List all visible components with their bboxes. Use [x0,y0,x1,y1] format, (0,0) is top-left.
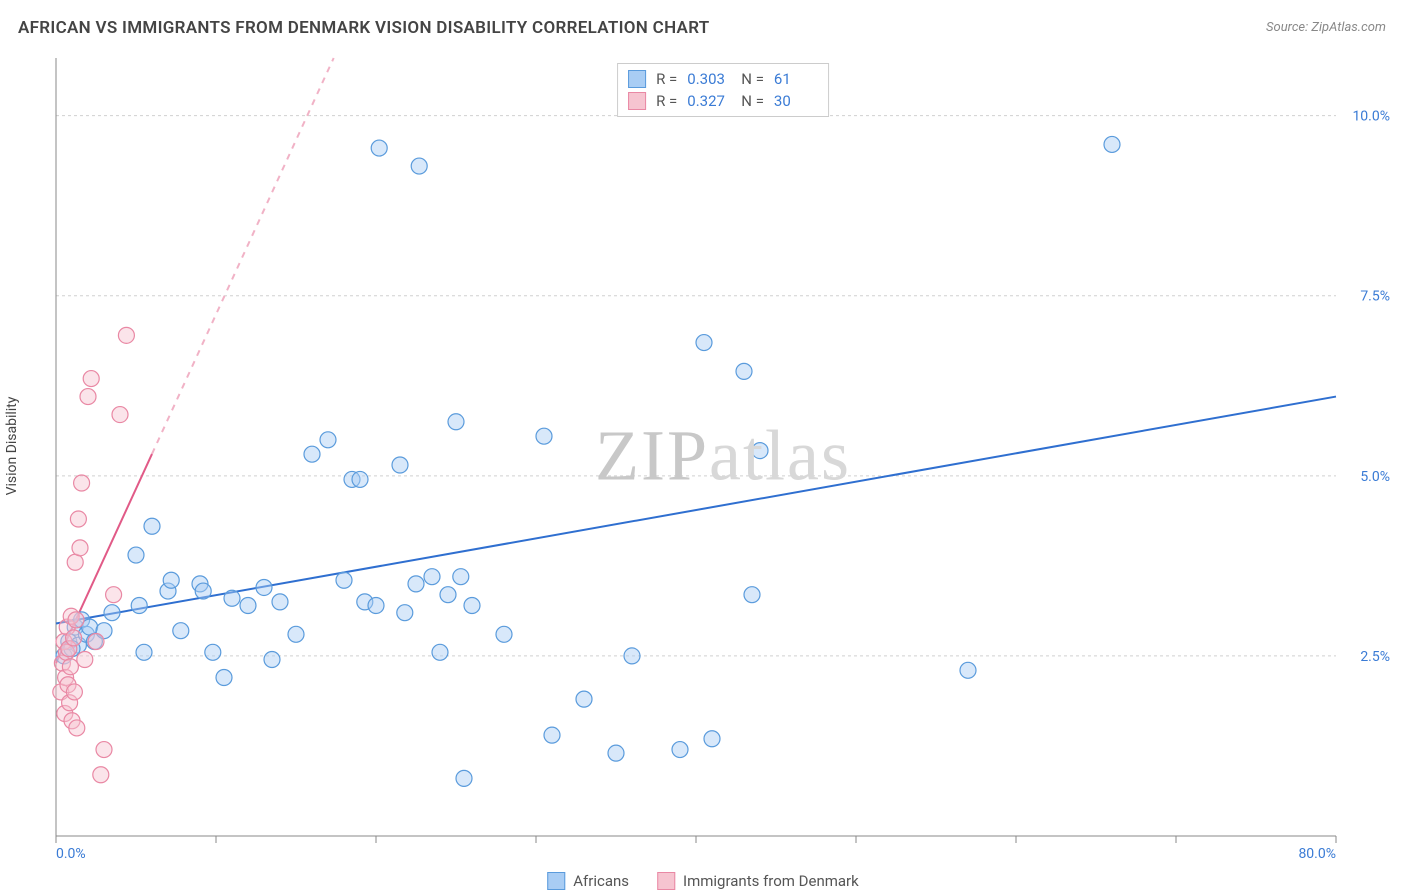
legend-label: Africans [573,872,629,890]
chart-container: ZIPatlas 2.5%5.0%7.5%10.0%0.0%80.0% R =0… [48,50,1398,862]
r-value: 0.303 [687,68,731,90]
scatter-chart: 2.5% 5.0% 7.5% 10.0% 0.0% 80.0% [48,50,1398,862]
chart-title: AFRICAN VS IMMIGRANTS FROM DENMARK VISIO… [18,18,710,38]
r-label: R = [656,90,677,112]
r-value: 0.327 [687,90,731,112]
y-axis-label: Vision Disability [4,397,20,496]
svg-text:10.0%: 10.0% [1352,109,1390,125]
r-label: R = [656,68,677,90]
svg-text:0.0%: 0.0% [56,846,86,862]
n-value: 61 [774,68,818,90]
stats-legend-row: R = 0.303 N = 61 [628,68,818,90]
legend-swatch [547,872,565,890]
stats-legend-row: R = 0.327 N = 30 [628,90,818,112]
n-value: 30 [774,90,818,112]
n-label: N = [741,90,764,112]
svg-text:5.0%: 5.0% [1360,469,1390,485]
legend-swatch [628,70,646,88]
legend-item: Immigrants from Denmark [657,872,859,890]
svg-text:2.5%: 2.5% [1360,649,1390,665]
legend-label: Immigrants from Denmark [683,872,859,890]
n-label: N = [741,68,764,90]
legend-item: Africans [547,872,629,890]
series-legend: Africans Immigrants from Denmark [547,872,859,890]
svg-text:7.5%: 7.5% [1360,289,1390,305]
legend-swatch [628,92,646,110]
source-attribution: Source: ZipAtlas.com [1266,20,1386,35]
svg-text:80.0%: 80.0% [1298,846,1336,862]
legend-swatch [657,872,675,890]
stats-legend: R = 0.303 N = 61 R = 0.327 N = 30 [617,63,829,117]
